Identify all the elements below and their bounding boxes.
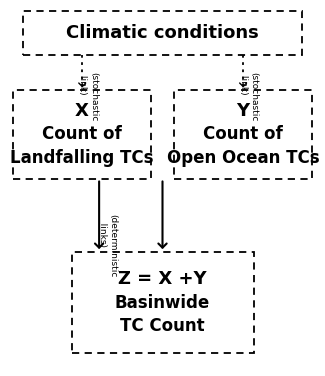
Text: (stochastic
 link): (stochastic link) [239, 72, 259, 121]
FancyBboxPatch shape [174, 90, 312, 179]
Text: (stochastic
 link): (stochastic link) [78, 72, 98, 121]
Text: Open Ocean TCs: Open Ocean TCs [167, 149, 319, 167]
Text: Z = X +Y: Z = X +Y [118, 270, 207, 288]
FancyBboxPatch shape [13, 90, 151, 179]
Text: X: X [75, 102, 89, 120]
Text: TC Count: TC Count [120, 317, 205, 335]
Text: Count of: Count of [203, 126, 283, 143]
Text: Climatic conditions: Climatic conditions [66, 24, 259, 42]
Text: Basinwide: Basinwide [115, 294, 210, 312]
FancyBboxPatch shape [72, 252, 254, 353]
FancyBboxPatch shape [23, 11, 302, 55]
Text: Y: Y [236, 102, 250, 120]
Text: (deterministic
   links): (deterministic links) [98, 214, 117, 278]
Text: Landfalling TCs: Landfalling TCs [10, 149, 154, 167]
Text: Count of: Count of [42, 126, 122, 143]
